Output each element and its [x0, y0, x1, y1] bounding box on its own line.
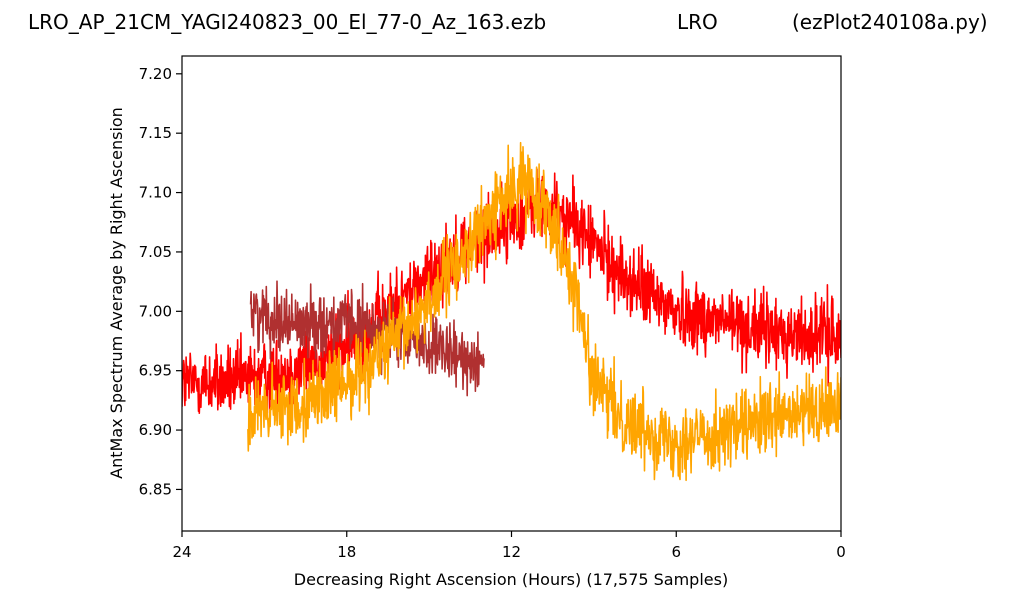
y-axis-label: AntMax Spectrum Average by Right Ascensi… — [107, 107, 126, 479]
y-tick-label: 6.95 — [139, 362, 172, 380]
y-tick-label: 6.85 — [139, 480, 172, 498]
y-tick-label: 7.00 — [139, 302, 172, 320]
x-tick-label: 6 — [671, 543, 681, 561]
y-tick-label: 7.15 — [139, 124, 172, 142]
y-tick-label: 7.10 — [139, 184, 172, 202]
y-tick-label: 7.20 — [139, 65, 172, 83]
y-tick-label: 6.90 — [139, 421, 172, 439]
x-axis-label: Decreasing Right Ascension (Hours) (17,5… — [294, 570, 728, 589]
observatory-title: LRO — [677, 10, 718, 34]
x-tick-label: 0 — [836, 543, 846, 561]
x-tick-label: 24 — [172, 543, 191, 561]
plot-frame — [181, 55, 842, 532]
script-name-title: (ezPlot240108a.py) — [792, 10, 988, 34]
x-tick-label: 12 — [502, 543, 521, 561]
series-line-2 — [249, 280, 485, 397]
series-line-3 — [247, 141, 841, 482]
plot-filename-title: LRO_AP_21CM_YAGI240823_00_El_77-0_Az_163… — [28, 10, 547, 34]
x-tick-label: 18 — [337, 543, 356, 561]
y-tick-label: 7.05 — [139, 243, 172, 261]
